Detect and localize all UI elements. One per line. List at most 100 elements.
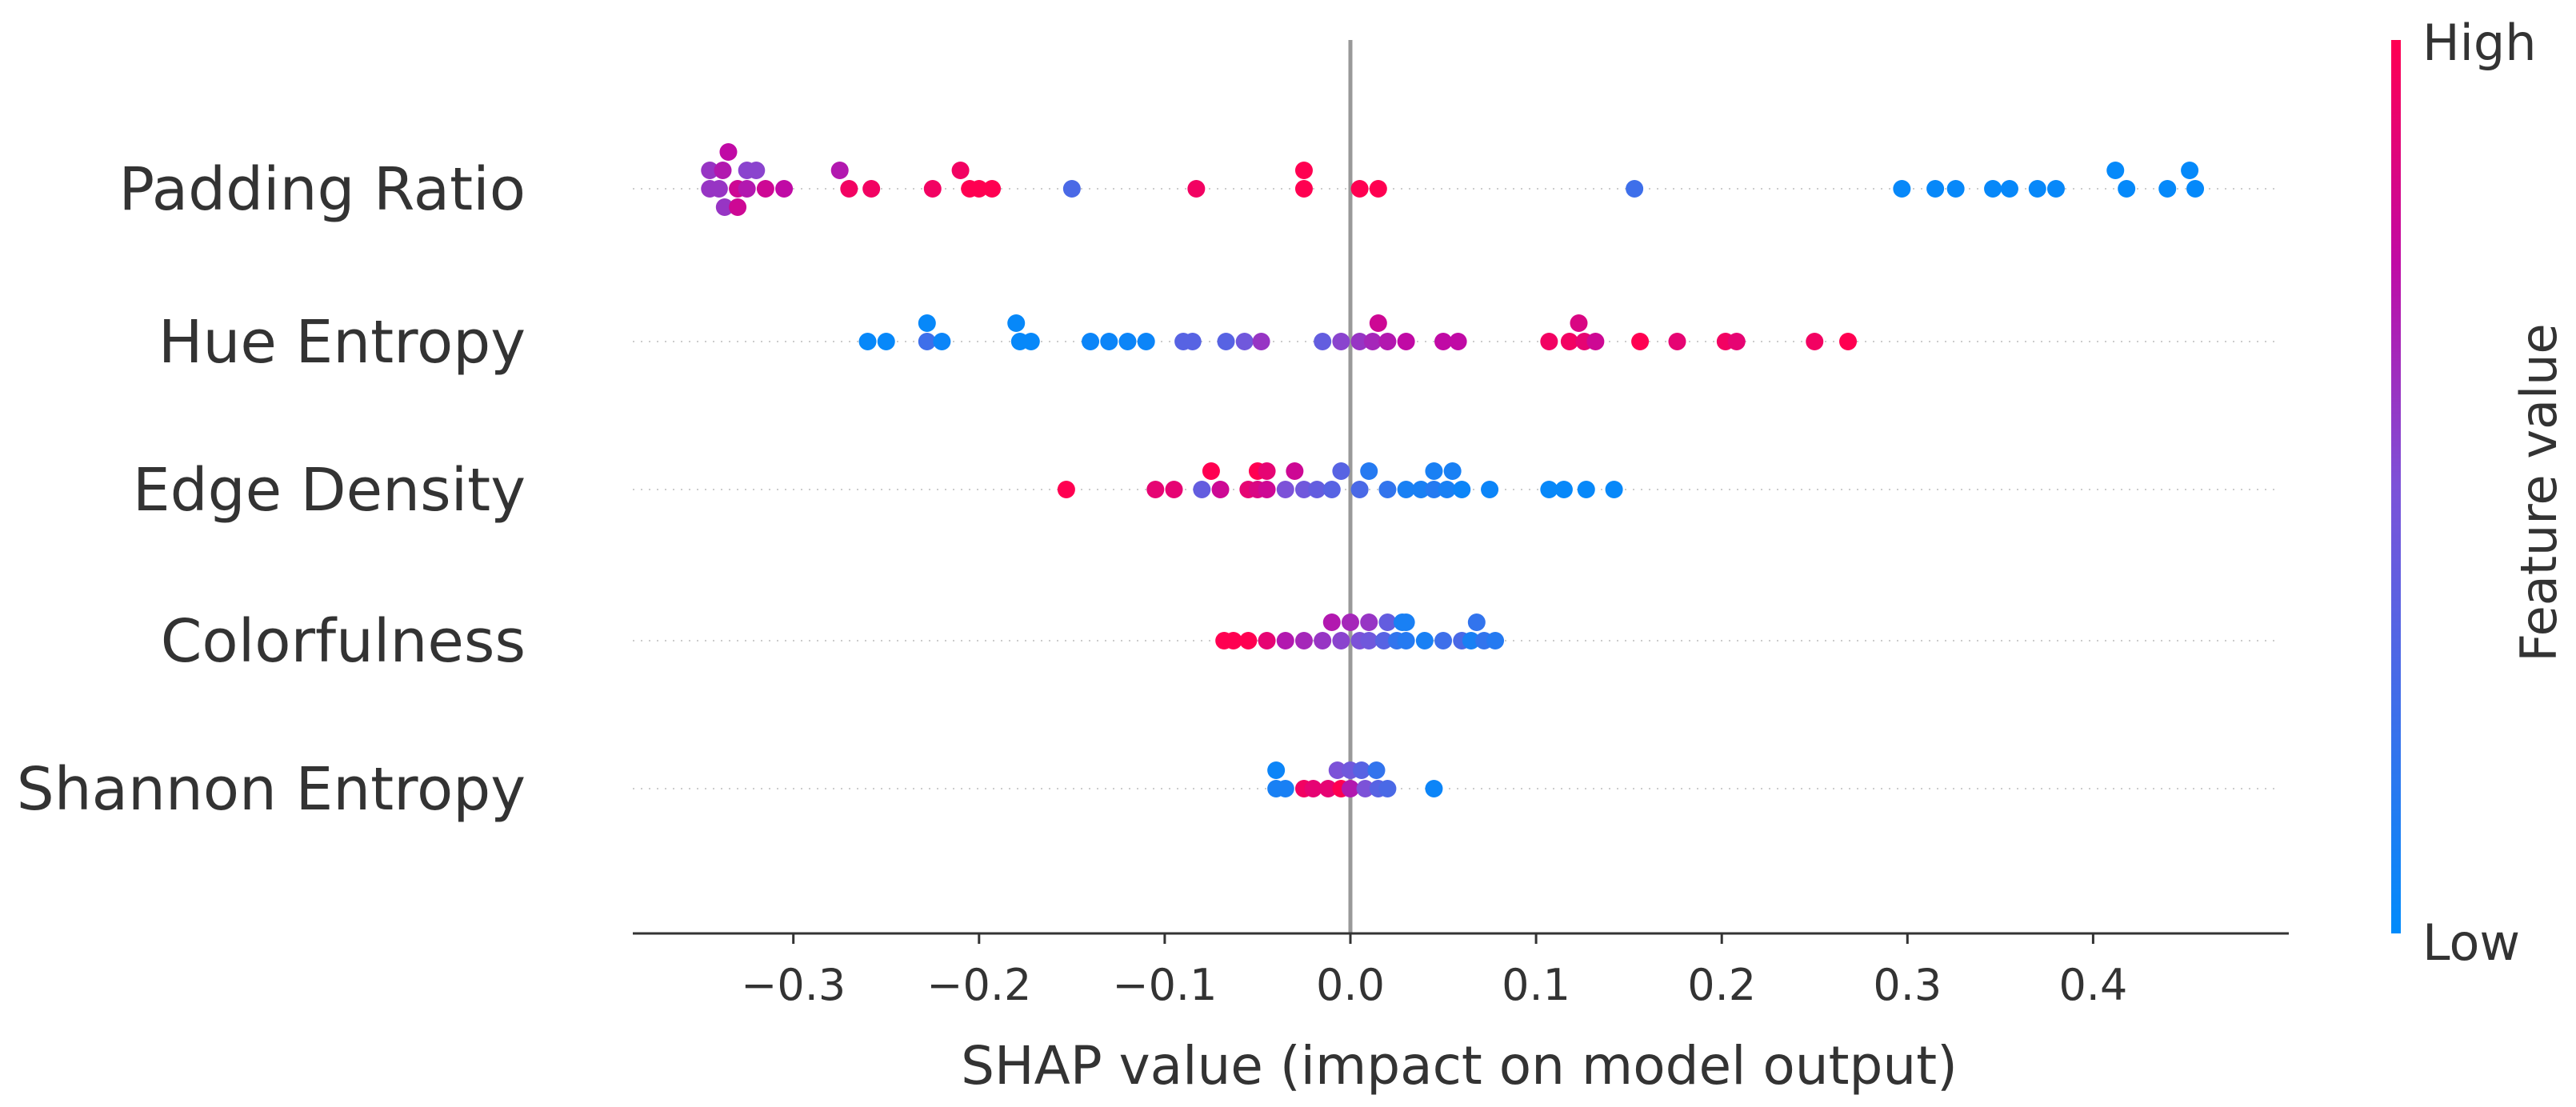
data-point — [1570, 314, 1588, 332]
data-point — [1397, 632, 1415, 649]
data-point — [840, 180, 858, 198]
data-point — [918, 333, 936, 350]
data-point — [729, 198, 747, 216]
data-point — [1217, 333, 1235, 350]
data-point — [1486, 632, 1505, 649]
data-point — [2118, 180, 2136, 198]
x-tick-label: −0.2 — [926, 960, 1031, 1010]
data-point — [1449, 333, 1467, 350]
data-point — [1443, 462, 1462, 480]
data-point — [1378, 481, 1397, 498]
x-tick-label: 0.2 — [1687, 960, 1756, 1010]
data-point — [1314, 632, 1332, 649]
data-point — [1082, 333, 1100, 350]
data-point — [1342, 780, 1359, 797]
data-point — [1984, 180, 2002, 198]
data-point — [1350, 481, 1369, 498]
data-point — [1946, 180, 1965, 198]
data-point — [1397, 481, 1415, 498]
data-point — [970, 180, 988, 198]
data-point — [1332, 632, 1350, 649]
feature-label: Padding Ratio — [118, 155, 526, 224]
data-point — [1554, 481, 1573, 498]
data-point — [1425, 462, 1443, 480]
data-point — [1540, 333, 1558, 350]
data-point — [1462, 632, 1480, 649]
data-point — [1631, 333, 1650, 350]
data-point — [1727, 333, 1746, 350]
data-point — [1412, 481, 1430, 498]
data-point — [1378, 333, 1397, 350]
data-point — [1294, 481, 1313, 498]
data-point — [1481, 481, 1499, 498]
data-point — [1258, 481, 1276, 498]
x-tick-label: 0.4 — [2058, 960, 2127, 1010]
x-tick-label: 0.3 — [1873, 960, 1942, 1010]
data-point — [1378, 613, 1397, 631]
data-point — [1239, 632, 1258, 649]
data-point — [1276, 780, 1294, 797]
data-point — [1434, 632, 1453, 649]
data-point — [951, 162, 970, 179]
data-point — [1893, 180, 1911, 198]
data-point — [1286, 462, 1304, 480]
data-point — [1668, 333, 1686, 350]
data-point — [983, 180, 1002, 198]
data-point — [1007, 314, 1026, 332]
data-point — [1367, 761, 1386, 779]
data-point — [1540, 481, 1558, 498]
data-point — [1369, 180, 1387, 198]
data-point — [1425, 481, 1443, 498]
data-point — [1314, 333, 1332, 350]
data-point — [1350, 333, 1369, 350]
data-point — [1577, 481, 1595, 498]
data-point — [1342, 613, 1359, 631]
data-point — [2046, 180, 2065, 198]
data-point — [714, 162, 732, 179]
x-tick-label: −0.3 — [741, 960, 846, 1010]
data-point — [1434, 333, 1453, 350]
data-point — [1235, 333, 1254, 350]
data-point — [1276, 481, 1294, 498]
data-point — [2106, 162, 2125, 179]
data-point — [1319, 780, 1338, 797]
data-point — [1397, 613, 1415, 631]
data-point — [1586, 333, 1605, 350]
data-point — [933, 333, 951, 350]
data-point — [1202, 462, 1220, 480]
data-point — [1057, 481, 1075, 498]
colorbar-low-label: Low — [2422, 913, 2520, 972]
data-point — [1322, 613, 1341, 631]
data-point — [1806, 333, 1824, 350]
data-point — [1360, 632, 1378, 649]
data-point — [1378, 780, 1397, 797]
x-axis-label: SHAP value (impact on model output) — [961, 1035, 1958, 1097]
data-point — [1062, 180, 1081, 198]
data-point — [862, 180, 881, 198]
data-point — [701, 162, 719, 179]
data-point — [1350, 180, 1369, 198]
data-point — [1267, 761, 1286, 779]
data-point — [1118, 333, 1137, 350]
data-point — [1100, 333, 1118, 350]
x-tick-label: −0.1 — [1112, 960, 1217, 1010]
data-point — [1415, 632, 1434, 649]
data-point — [715, 198, 734, 216]
data-point — [877, 333, 895, 350]
data-point — [1438, 481, 1456, 498]
data-point — [1294, 180, 1313, 198]
data-point — [747, 162, 766, 179]
data-point — [1425, 780, 1443, 797]
data-point — [1258, 632, 1276, 649]
feature-label: Edge Density — [133, 456, 526, 525]
data-point — [1276, 632, 1294, 649]
data-point — [1252, 333, 1270, 350]
colorbar-title: Feature value — [2510, 323, 2568, 661]
data-point — [2181, 162, 2199, 179]
data-point — [1165, 481, 1183, 498]
data-point — [858, 333, 877, 350]
data-point — [1397, 333, 1415, 350]
colorbar — [2391, 40, 2401, 933]
data-point — [756, 180, 774, 198]
